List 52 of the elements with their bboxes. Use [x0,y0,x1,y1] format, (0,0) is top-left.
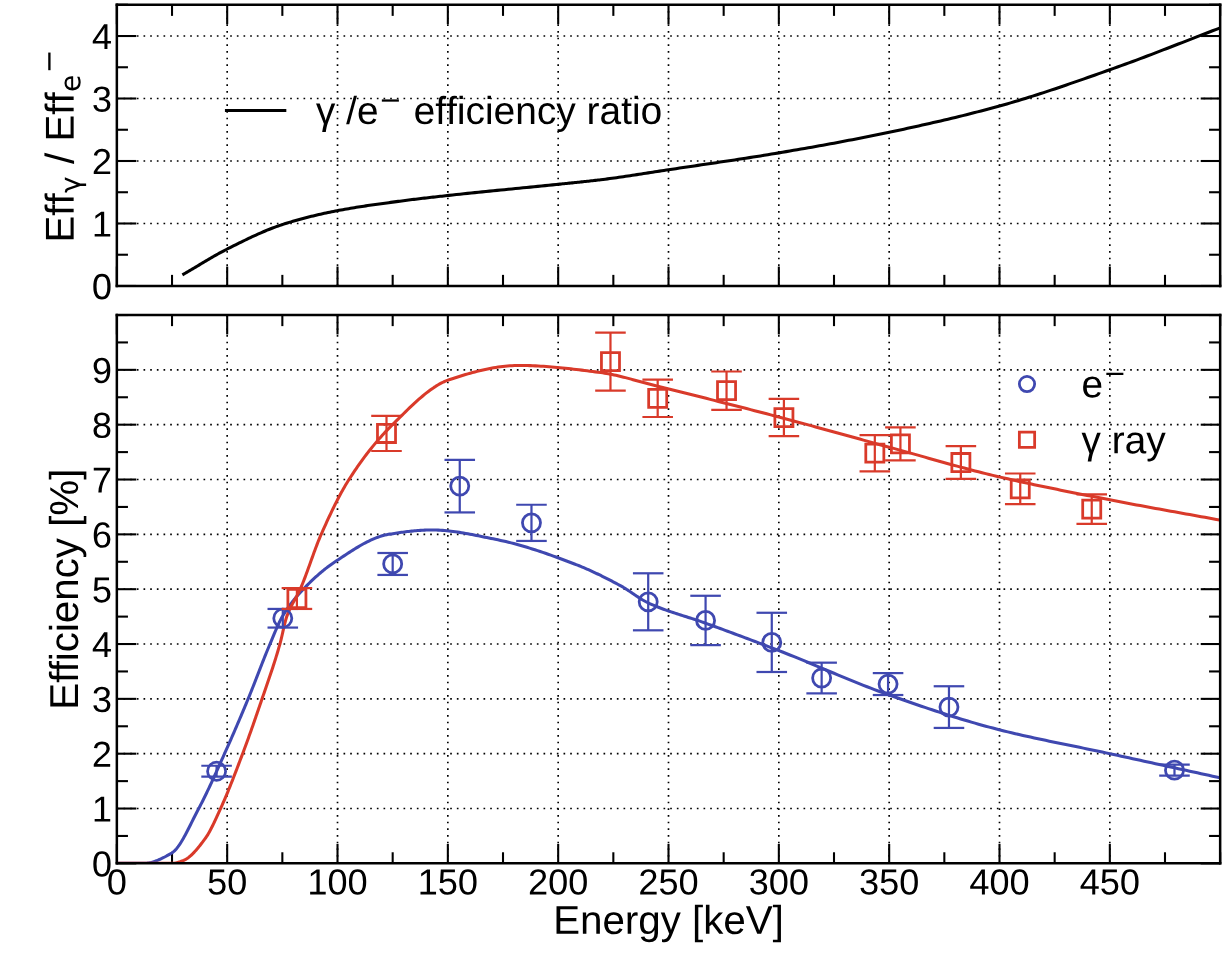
point [811,667,833,689]
y-tick-label: 7 [93,467,111,493]
point [206,760,228,782]
y-axis-title: Eff$_{γ}$ / Eff$_{e}$$^{−}$ [44,52,87,240]
legend-label: e$^{−}$ [1083,372,1124,398]
y-axis-title: Efficiency [%] [48,471,87,707]
point [890,433,911,455]
y-tick-label: 9 [93,357,111,384]
y-tick-label: 1 [94,211,111,237]
point [950,452,972,473]
y-tick-label: 6 [93,522,111,548]
y-tick-label: 3 [93,686,111,713]
point [647,387,669,409]
point [695,610,716,631]
x-tick-label: 250 [640,869,698,895]
point [761,631,783,653]
x-tick-label: 50 [208,869,246,895]
point [938,696,960,718]
y-tick-label: 3 [93,86,111,112]
point [716,380,737,402]
point [864,442,886,464]
y-tick-label: 4 [92,24,111,50]
legend-label: γ ray [1081,432,1166,462]
point [376,423,397,444]
y-tick-label: 0 [93,273,111,300]
point [1164,759,1185,781]
y-tick-label: 2 [93,148,111,175]
point [521,512,542,534]
point [773,407,795,428]
y-tick-label: 4 [92,632,111,658]
legend-label: γ /e$^{−}$ efficiency ratio [316,95,661,133]
y-tick-label: 5 [93,577,111,603]
x-axis-title: Energy [keV] [556,904,781,943]
point [1081,498,1103,520]
x-tick-label: 100 [310,869,367,895]
point [272,607,294,629]
y-tick-label: 2 [93,741,111,767]
point [1009,478,1031,500]
point [286,588,308,609]
x-tick-label: 150 [420,869,477,895]
x-tick-label: 300 [750,869,808,895]
y-tick-label: 1 [94,796,111,822]
x-tick-label: 350 [860,869,918,895]
point [382,553,404,575]
x-tick-label: 450 [1080,869,1139,895]
point [600,351,621,373]
x-tick-label: 200 [529,869,587,895]
point [449,475,471,497]
x-tick-label: 400 [970,869,1029,895]
point [877,673,899,695]
y-tick-label: 8 [93,412,111,439]
point [637,591,659,613]
